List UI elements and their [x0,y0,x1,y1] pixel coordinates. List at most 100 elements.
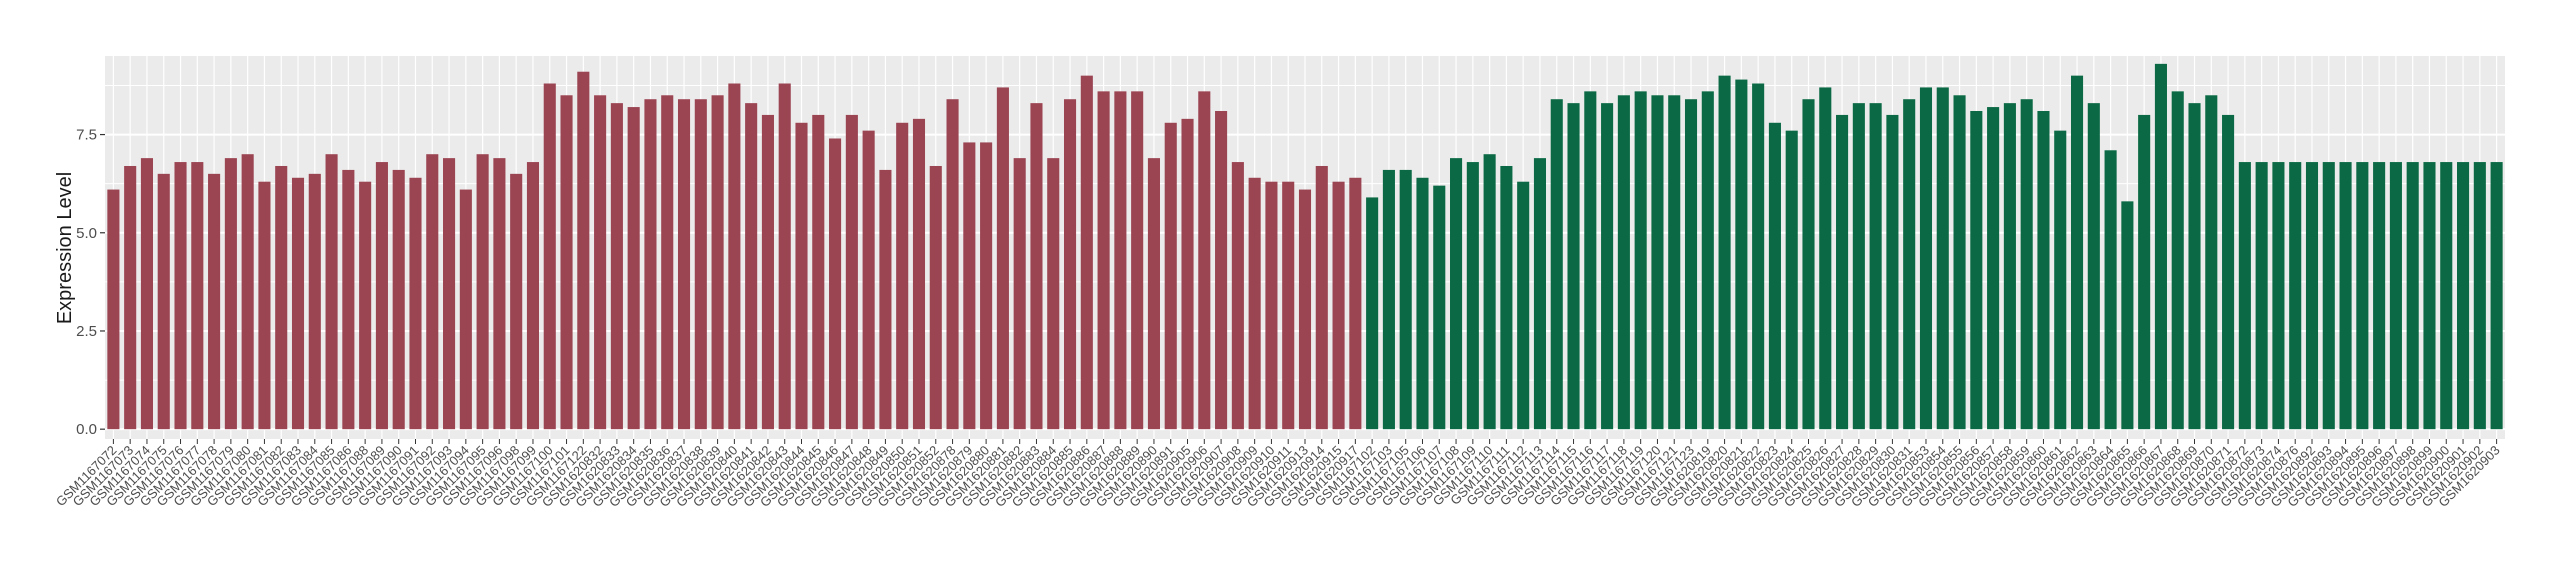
bar [174,162,187,430]
bar [2423,162,2436,430]
bar [1147,158,1160,430]
bar [728,83,741,430]
bar [577,71,590,430]
bar [224,158,237,430]
bar [795,122,808,430]
y-axis-label: Expression Level [54,172,76,324]
bar [191,162,204,430]
bar [812,114,825,430]
bar [2356,162,2369,430]
y-tick-label: 2.5 [76,323,97,340]
bar [1785,130,1798,430]
bar [2389,162,2402,430]
bar [1265,181,1278,430]
bar [409,177,422,430]
bar [2037,110,2050,430]
bar [1617,95,1630,430]
bar [1701,91,1714,430]
bar [2373,162,2386,430]
bar [476,154,489,430]
bar [375,162,388,430]
bar [392,169,405,430]
bar [1416,177,1429,430]
bar [526,162,540,430]
bar [1466,162,1479,430]
bar [1282,181,1295,430]
bar [896,122,909,430]
bar [946,99,959,430]
bar [1936,87,1949,430]
bar [1651,95,1664,430]
bar [594,95,607,430]
bar [510,173,523,430]
bar [1063,99,1077,430]
y-axis: 0.0 2.5 5.0 7.5 [76,127,105,438]
bar [2406,162,2419,430]
bar [1047,158,1060,430]
bar [1114,91,1127,430]
bar [493,158,506,430]
bar [2473,162,2486,430]
bar [426,154,439,430]
bar [2440,162,2453,430]
bar [2490,162,2503,430]
bar [1903,99,1916,430]
bar [1718,75,1731,430]
bar [1869,103,1882,430]
bar [2188,103,2201,430]
bar [1735,79,1748,430]
bar [1634,91,1647,430]
bar [610,103,623,430]
bar [661,95,674,430]
bar [1181,118,1194,430]
bar [2222,114,2235,430]
bar [761,114,774,430]
bar [677,99,691,430]
bar [1500,165,1513,430]
bar [2457,162,2470,430]
bar [107,189,120,430]
bar [208,173,221,430]
bar [1836,114,1849,430]
bar [1013,158,1026,430]
bar [2054,130,2067,430]
bar [1752,83,1765,430]
bar [2171,91,2184,430]
bar [459,189,472,430]
bar [1819,87,1832,430]
bar [258,181,271,430]
bar [359,181,372,430]
bar [543,83,556,430]
bar [694,99,707,430]
bar [1802,99,1815,430]
bar [1315,165,1328,430]
bar [2255,162,2268,430]
bar [1919,87,1933,430]
bar [325,154,338,430]
bar [1298,189,1312,430]
bar [644,99,657,430]
bar [963,142,976,430]
bar [2087,103,2100,430]
y-tick-label: 5.0 [76,225,97,242]
bar [1550,99,1563,430]
bar [2289,162,2302,430]
bar [1567,103,1580,430]
bar [1684,99,1698,430]
bar [2322,162,2335,430]
bar [1768,122,1781,430]
bar [342,169,355,430]
bar [1970,110,1983,430]
bar [2205,95,2218,430]
bar [1668,95,1681,430]
bar [1483,154,1496,430]
bar [2020,99,2033,430]
bar [1030,103,1043,430]
bar [1080,75,1093,430]
bar [1382,169,1395,430]
bar [1097,91,1110,430]
bar [929,165,942,430]
bar [2238,162,2251,430]
